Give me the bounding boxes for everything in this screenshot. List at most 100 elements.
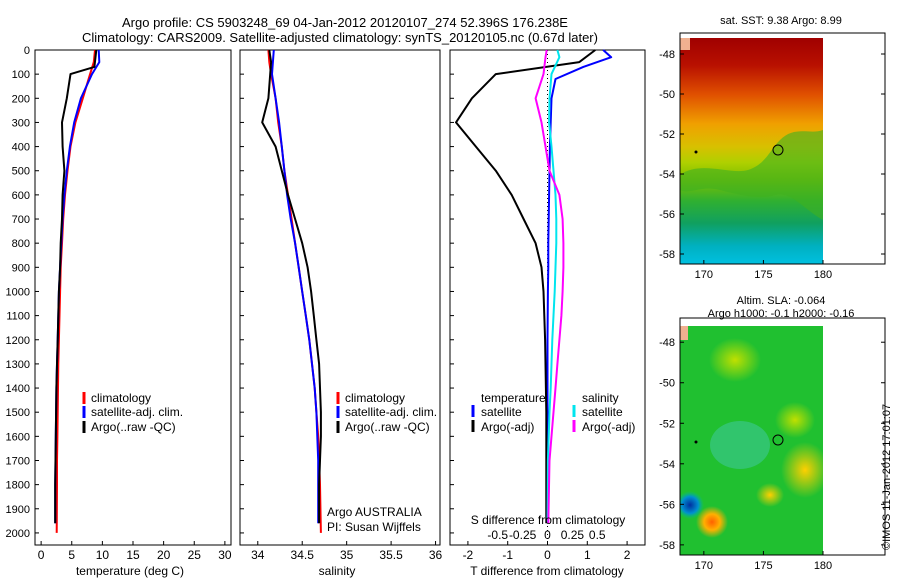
series-line [267, 49, 322, 533]
x-tick-label-s: -0.5 [487, 528, 508, 542]
lon-tick-label: 175 [754, 269, 772, 281]
x-tick-label: 36 [429, 548, 443, 562]
temperature-panel-frame [34, 49, 232, 546]
x-tick-labels: 0 5 10 15 20 25 30 34 34.5 35 35.5 36 -2 -1 0 1 2 -0.5 -0.… [38, 528, 631, 562]
legend-title-temperature: temperature [481, 391, 546, 405]
lon-tick-label: 175 [754, 560, 772, 572]
salinity-note-1: Argo AUSTRALIA [327, 505, 422, 519]
sla-blob [710, 421, 770, 469]
legend-label: Argo(-adj) [481, 420, 534, 434]
argo-position-marker [772, 144, 784, 156]
lon-tick-label: 180 [814, 560, 832, 572]
x-tick-label: 30 [218, 548, 232, 562]
x-tick-label: 0 [544, 548, 551, 562]
depth-tick-label: 1900 [6, 504, 30, 516]
x-tick-label: 1 [584, 548, 591, 562]
depth-tick-label: 1000 [6, 286, 30, 298]
series-line [546, 49, 613, 524]
depth-tick-label: 300 [12, 117, 30, 129]
lat-tick-label: -56 [659, 499, 675, 511]
land-patch [680, 326, 688, 340]
sla-blob [781, 442, 823, 498]
series-line [54, 49, 98, 524]
argo-position-marker [772, 434, 784, 446]
x-tick-label: 34 [251, 548, 265, 562]
depth-tick-label: 100 [12, 69, 30, 81]
lat-tick-label: -52 [659, 418, 675, 430]
lon-tick-label: 180 [814, 269, 832, 281]
sla-map-frame [679, 317, 886, 556]
x-tick-label: -2 [463, 548, 474, 562]
lat-tick-label: -52 [659, 129, 675, 141]
watermark-svg: ©IMOS 11-Jan-2012 17:01:07 [881, 404, 893, 550]
depth-tick-label: 2000 [6, 528, 30, 540]
depth-tick-label: 1700 [6, 455, 30, 467]
coastline-dot [694, 150, 698, 154]
lon-tick-label: 170 [695, 269, 713, 281]
lat-tick-label: -58 [659, 249, 675, 261]
lat-tick-label: -50 [659, 378, 675, 390]
sst-map-frame [679, 32, 886, 265]
depth-tick-label: 200 [12, 93, 30, 105]
depth-tick-label: 1400 [6, 383, 30, 395]
depth-tick-label: 400 [12, 142, 30, 154]
sla-blob [680, 491, 704, 519]
x-tick-label: 20 [157, 548, 171, 562]
x-tick-label: 2 [624, 548, 631, 562]
x-tick-label: 10 [96, 548, 110, 562]
temperature-legend: climatology satellite-adj. clim. Argo(..… [82, 391, 183, 434]
sla-blob [709, 338, 761, 382]
depth-tick-label: 800 [12, 238, 30, 250]
x-tick-label-s: 0.25 [561, 528, 585, 542]
coastline-dot [694, 440, 698, 444]
legend-label: climatology [91, 391, 151, 405]
sst-map-title: sat. SST: 9.38 Argo: 8.99 [720, 15, 842, 27]
profile-lines [54, 49, 613, 545]
lat-tick-label: -58 [659, 540, 675, 552]
series-line [271, 49, 320, 524]
depth-tick-label: 1100 [6, 311, 30, 323]
map-tick-labels: -48 -50 -52 -54 -56 -58 170 175 180 -48 -50 -52 -54 -… [659, 49, 885, 572]
salinity-legend: climatology satellite-adj. clim. Argo(..… [336, 391, 437, 434]
legend-title-salinity: salinity [582, 391, 619, 405]
difference-toplabel: S difference from climatology [471, 513, 626, 527]
title-line-2: Climatology: CARS2009. Satellite-adjuste… [82, 30, 598, 45]
salinity-xlabel: salinity [319, 564, 356, 578]
x-tick-label: 25 [188, 548, 202, 562]
depth-axis: 0 100 200 300 400 500 600 700 800 900 1000 1100 1200… [6, 45, 454, 540]
depth-tick-label: 1300 [6, 359, 30, 371]
x-tick-label-s: 0.5 [589, 528, 606, 542]
depth-tick-label: 0 [24, 45, 30, 57]
series-line [546, 49, 561, 524]
lat-tick-label: -54 [659, 459, 675, 471]
sla-map [680, 326, 823, 555]
title-line-1: Argo profile: CS 5903248_69 04-Jan-2012 … [122, 15, 568, 30]
x-tick-label: 0 [38, 548, 45, 562]
x-tick-label: 15 [126, 548, 140, 562]
legend-label: Argo(-adj) [582, 420, 635, 434]
x-tick-label: 34.5 [291, 548, 315, 562]
sla-map-title-1: Altim. SLA: -0.064 [737, 295, 826, 307]
temperature-xlabel: temperature (deg C) [76, 564, 184, 578]
depth-tick-label: 600 [12, 190, 30, 202]
legend-label: Argo(..raw -QC) [91, 420, 176, 434]
sst-map [680, 38, 823, 264]
x-tick-label-s: -0.25 [509, 528, 537, 542]
depth-tick-label: 900 [12, 262, 30, 274]
depth-tick-label: 1600 [6, 431, 30, 443]
sla-blob [756, 483, 784, 507]
x-tick-label: 5 [68, 548, 75, 562]
depth-tick-label: 500 [12, 166, 30, 178]
depth-tick-label: 1200 [6, 335, 30, 347]
salinity-note-2: PI: Susan Wijffels [327, 520, 421, 534]
sla-blob [696, 506, 728, 538]
series-line [534, 49, 565, 524]
x-tick-label: 35.5 [379, 548, 403, 562]
legend-label: satellite [582, 405, 623, 419]
lat-tick-label: -56 [659, 209, 675, 221]
lat-tick-label: -50 [659, 89, 675, 101]
x-tick-label: 35 [340, 548, 354, 562]
difference-legend: temperature salinity satellite Argo(-adj… [471, 391, 635, 434]
sst-front [680, 130, 823, 220]
